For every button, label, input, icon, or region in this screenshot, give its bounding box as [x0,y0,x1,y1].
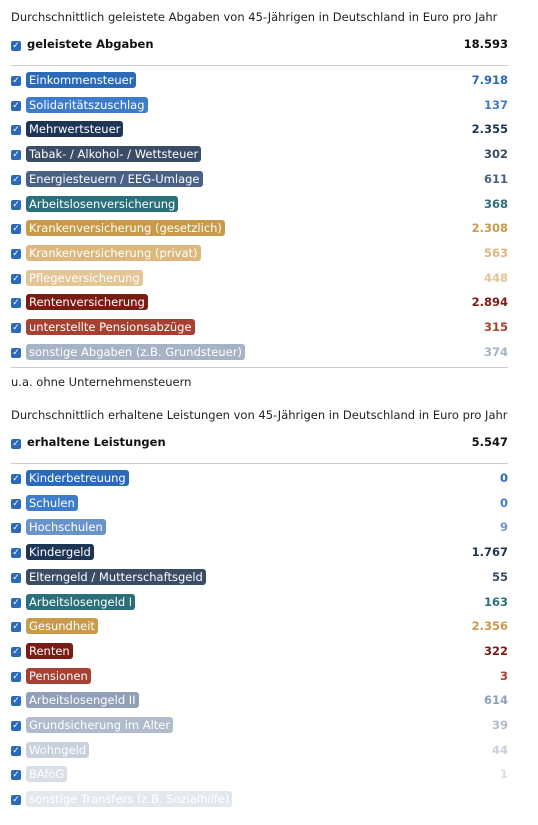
checkbox[interactable]: ✓ [11,548,21,559]
checkbox[interactable]: ✓ [11,770,21,781]
checkbox[interactable]: ✓ [11,273,21,284]
checkbox[interactable]: ✓ [11,745,21,756]
item-label[interactable]: Krankenversicherung (gesetzlich) [26,220,225,237]
checkbox[interactable]: ✓ [11,323,21,333]
item-label[interactable]: Mehrwertsteuer [26,121,124,138]
item-label[interactable]: Tabak- / Alkohol- / Wettsteuer [26,146,202,163]
item-label[interactable]: Rentenversicherung [26,294,148,311]
item-value: 39 [491,718,508,732]
checkbox[interactable]: ✓ [11,224,21,235]
item-label[interactable]: Solidaritätszuschlag [26,96,148,113]
checkbox[interactable]: ✓ [11,498,21,509]
total-value: 5.547 [471,435,508,449]
item-value: 1.767 [471,545,508,560]
item-label[interactable]: Wohngeld [26,741,90,758]
item-label[interactable]: unterstellte Pensionsabzüge [26,319,195,335]
checkbox[interactable]: ✓ [11,572,21,583]
item-label[interactable]: sonstige Abgaben (z.B. Grundsteuer) [26,343,245,360]
item-label[interactable]: Arbeitslosengeld II [26,692,139,709]
item-value: 322 [483,643,508,658]
item-value: 563 [483,245,508,260]
checkbox[interactable]: ✓ [11,174,21,185]
item-label[interactable]: Gesundheit [26,618,98,635]
item-label[interactable]: BAföG [26,766,68,783]
total-value: 18.593 [463,37,508,51]
note: u.a. ohne Unternehmensteuern [11,375,192,390]
checkbox[interactable]: ✓ [11,597,21,608]
item-value: 2.355 [471,122,508,137]
divider [11,65,508,66]
checkbox[interactable]: ✓ [11,523,21,534]
checkbox[interactable]: ✓ [11,474,21,484]
item-label[interactable]: Renten [26,642,73,659]
item-label[interactable]: Arbeitslosenversicherung [26,195,179,212]
section-title: Durchschnittlich erhaltene Leistungen vo… [11,408,508,422]
item-value: 44 [491,742,508,757]
item-value: 0 [499,495,508,510]
item-value: 2.308 [471,221,508,236]
checkbox[interactable]: ✓ [11,347,21,358]
item-label[interactable]: Arbeitslosengeld I [26,593,136,610]
checkbox[interactable]: ✓ [11,671,21,682]
checkbox[interactable]: ✓ [11,41,21,51]
checkbox[interactable]: ✓ [11,150,21,161]
item-label[interactable]: Kindergeld [26,544,94,561]
item-value: 614 [483,693,508,708]
item-value: 315 [483,320,508,334]
item-value: 1 [499,767,508,782]
item-label[interactable]: Krankenversicherung (privat) [26,244,201,261]
item-value: 2.356 [471,619,508,634]
item-label[interactable]: Einkommensteuer [26,72,137,88]
item-value: 611 [483,171,508,186]
item-value: 2.894 [471,295,508,310]
item-label[interactable]: Kinderbetreuung [26,470,129,486]
item-value: 55 [491,569,508,584]
item-label[interactable]: sonstige Transfers (z.B. Sozialhilfe) [26,791,233,808]
item-label[interactable]: Hochschulen [26,519,106,536]
item-value: 7.918 [471,73,508,87]
item-value: 368 [483,196,508,211]
item-value: 0 [499,471,508,485]
checkbox[interactable]: ✓ [11,721,21,731]
checkbox[interactable]: ✓ [11,646,21,657]
checkbox[interactable]: ✓ [11,298,21,309]
total-label: geleistete Abgaben [27,37,154,51]
item-value: 3 [499,668,508,683]
item-value: 137 [483,97,508,112]
checkbox[interactable]: ✓ [11,622,21,633]
checkbox[interactable]: ✓ [11,696,21,707]
item-value: 302 [483,147,508,162]
item-label[interactable]: Energiesteuern / EEG-Umlage [26,170,203,187]
divider [11,367,508,369]
divider [11,463,508,464]
item-label[interactable]: Grundsicherung im Alter [26,717,174,733]
item-value: 9 [499,520,508,535]
checkbox[interactable]: ✓ [11,125,21,136]
checkbox[interactable]: ✓ [11,76,21,86]
item-label[interactable]: Pensionen [26,667,91,684]
checkbox[interactable]: ✓ [11,100,21,111]
item-label[interactable]: Elterngeld / Mutterschaftsgeld [26,568,206,585]
checkbox[interactable]: ✓ [11,199,21,210]
item-value: 448 [483,270,508,285]
item-label[interactable]: Schulen [26,494,78,511]
section-title: Durchschnittlich geleistete Abgaben von … [11,10,498,24]
checkbox[interactable]: ✓ [11,795,21,806]
checkbox[interactable]: ✓ [11,248,21,259]
total-label: erhaltene Leistungen [27,435,166,449]
item-label[interactable]: Pflegeversicherung [26,269,143,286]
item-value: 374 [483,344,508,359]
item-value: 163 [483,594,508,609]
checkbox[interactable]: ✓ [11,439,21,449]
